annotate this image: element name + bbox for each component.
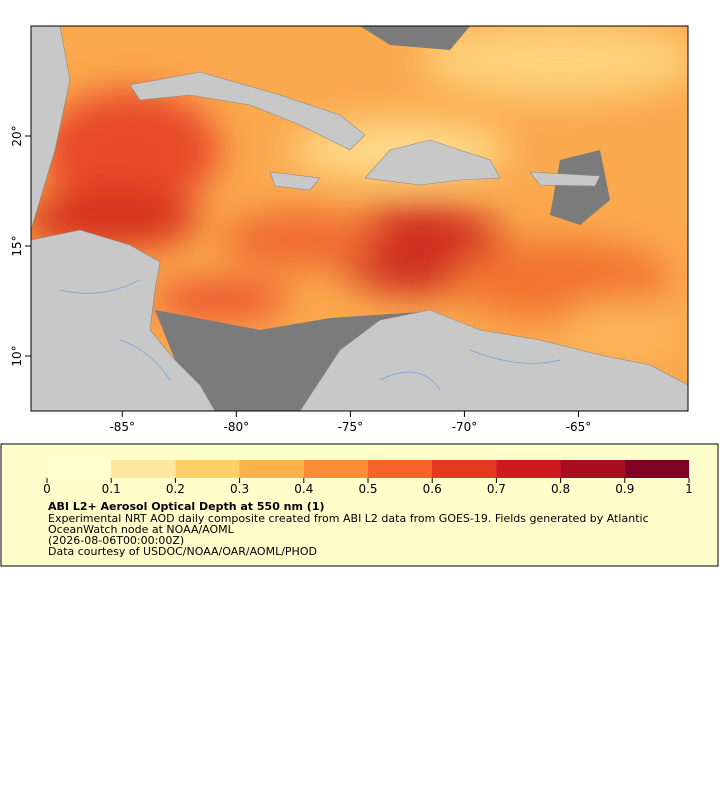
colorbar	[47, 460, 689, 478]
x-tick-label: -75°	[338, 420, 364, 434]
legend-line: Experimental NRT AOD daily composite cre…	[48, 512, 649, 525]
colorbar-tick-label: 0.3	[230, 482, 249, 496]
colorbar-tick-label: 0.7	[487, 482, 506, 496]
colorbar-tick-label: 0.6	[423, 482, 442, 496]
y-tick-label: 20°	[10, 125, 24, 146]
x-tick-label: -65°	[566, 420, 592, 434]
legend-line: OceanWatch node at NOAA/AOML	[48, 523, 235, 536]
map-image	[31, 26, 688, 411]
colorbar-tick-label: 0.1	[102, 482, 121, 496]
y-tick-label: 10°	[10, 345, 24, 366]
colorbar-tick-label: 0.4	[294, 482, 313, 496]
x-tick-label: -70°	[452, 420, 478, 434]
legend-line: (2026-08-06T00:00:00Z)	[48, 534, 184, 547]
legend-title: ABI L2+ Aerosol Optical Depth at 550 nm …	[48, 500, 325, 513]
colorbar-tick-label: 0.8	[551, 482, 570, 496]
colorbar-tick-label: 0	[43, 482, 51, 496]
colorbar-tick-label: 0.5	[358, 482, 377, 496]
map-frame	[30, 25, 689, 412]
colorbar-tick-label: 0.2	[166, 482, 185, 496]
x-tick-label: -85°	[109, 420, 135, 434]
colorbar-tick-label: 1	[685, 482, 693, 496]
y-tick-label: 15°	[10, 235, 24, 256]
colorbar-tick-label: 0.9	[615, 482, 634, 496]
legend-line: Data courtesy of USDOC/NOAA/OAR/AOML/PHO…	[48, 545, 317, 558]
x-tick-label: -80°	[224, 420, 250, 434]
